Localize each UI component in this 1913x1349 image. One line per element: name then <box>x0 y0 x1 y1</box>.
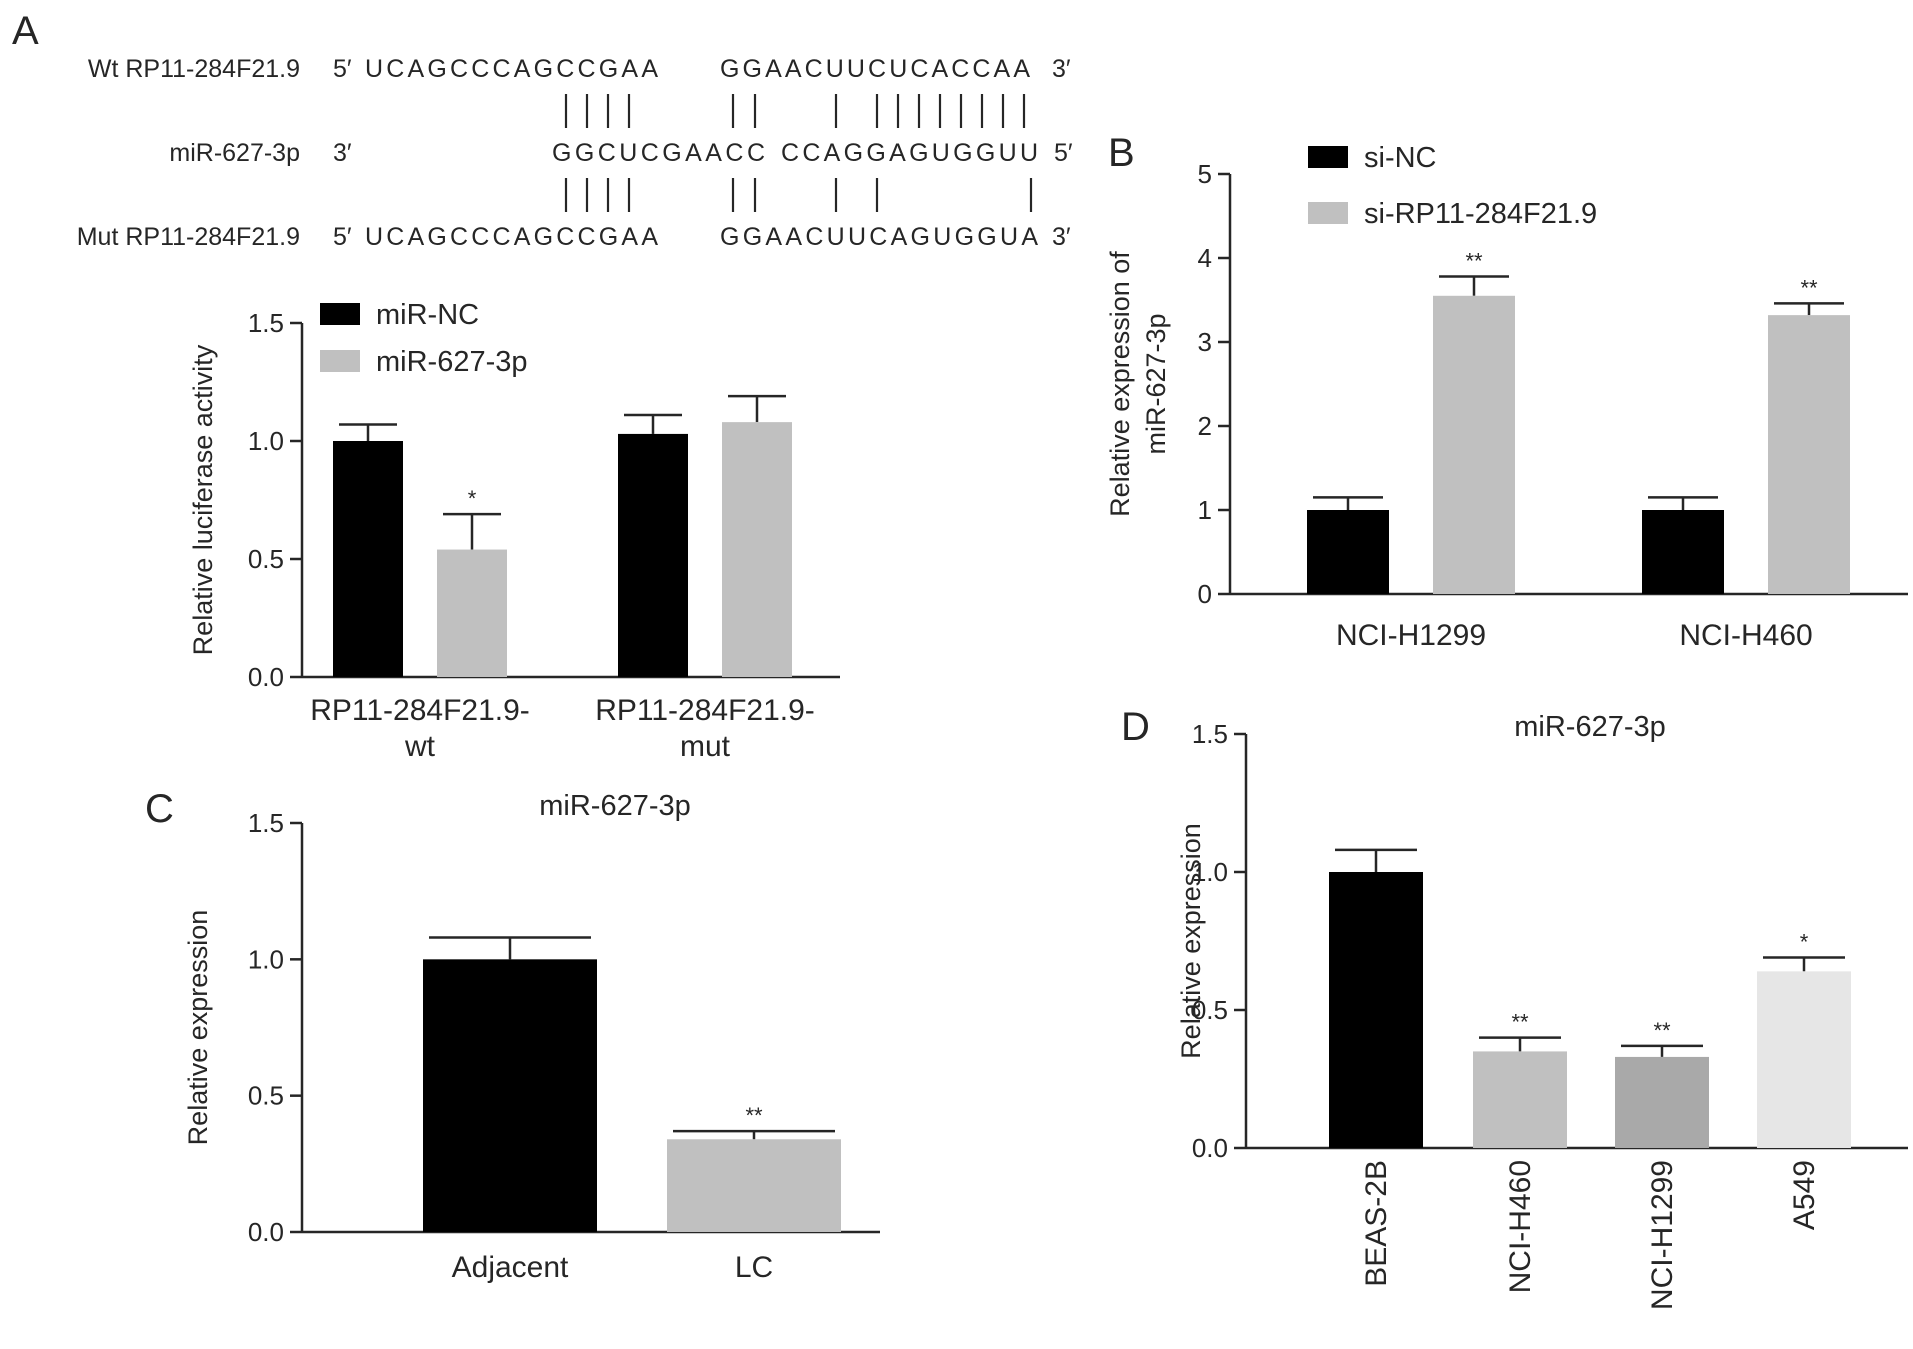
category-label: mut <box>680 730 731 763</box>
bar <box>333 441 403 677</box>
bar <box>1307 510 1389 594</box>
y-tick-label: 4 <box>1198 243 1212 273</box>
bar <box>1757 971 1851 1148</box>
legend-swatch <box>1308 146 1348 168</box>
significance-label: ** <box>1653 1018 1671 1043</box>
wt-sequence-right: GGAACUUCUCACCAA <box>720 55 1030 83</box>
mirna-sequence-end5: 3′ <box>333 139 352 167</box>
mut-sequence-name: Mut RP11-284F21.9 <box>77 223 300 251</box>
significance-label: * <box>468 486 477 511</box>
y-tick-label: 0.5 <box>248 544 284 574</box>
category-label: A549 <box>1788 1160 1821 1230</box>
wt-sequence-end5: 5′ <box>333 55 352 83</box>
y-axis-label: Relative expression of <box>1105 251 1135 517</box>
legend-label: miR-627-3p <box>376 346 528 378</box>
bar <box>437 549 507 677</box>
category-label: NCI-H1299 <box>1336 619 1486 652</box>
legend-swatch <box>320 350 360 372</box>
y-tick-label: 1.0 <box>1192 857 1228 887</box>
y-tick-label: 5 <box>1198 159 1212 189</box>
legend-label: si-RP11-284F21.9 <box>1364 198 1597 230</box>
y-tick-label: 1.0 <box>248 944 284 974</box>
base-pair-lines <box>564 94 1033 212</box>
mirna-sequence-name: miR-627-3p <box>169 139 300 167</box>
wt-sequence-name: Wt RP11-284F21.9 <box>88 55 300 83</box>
bar <box>1615 1056 1709 1148</box>
mirna-sequence-right: CCAGGAGUGGUU <box>781 139 1038 167</box>
legend-swatch <box>1308 202 1348 224</box>
bar <box>618 433 688 677</box>
y-tick-label: 0.0 <box>248 1217 284 1247</box>
category-label: NCI-H460 <box>1504 1160 1537 1293</box>
bar <box>423 959 597 1232</box>
y-tick-label: 0.5 <box>248 1081 284 1111</box>
legend-label: si-NC <box>1364 142 1437 174</box>
legend-label: miR-NC <box>376 299 479 331</box>
y-tick-label: 1.5 <box>248 308 284 338</box>
bar <box>1642 510 1724 594</box>
significance-label: ** <box>1800 275 1818 300</box>
mut-sequence-right: GGAACUUCAGUGGUA <box>720 223 1038 251</box>
bar <box>1473 1051 1567 1148</box>
mirna-sequence-left: GGCUCGAACC <box>552 139 765 167</box>
chart-panel-a: 0.0 0.5 1.0 1.5 Relative luciferase activity… <box>188 299 840 763</box>
y-tick-label: 1.5 <box>248 808 284 838</box>
category-label: LC <box>735 1251 773 1284</box>
y-tick-label: 0.0 <box>248 662 284 692</box>
mut-sequence-left: UCAGCCCAGCCGAA <box>365 223 658 251</box>
bar <box>1768 315 1850 594</box>
category-label: NCI-H460 <box>1679 619 1812 652</box>
panel-label-a: A <box>12 9 39 53</box>
category-label: wt <box>404 730 436 763</box>
chart-panel-c: 0.0 0.5 1.0 1.5 Relative expression Adjacent *… <box>183 790 880 1284</box>
category-label: BEAS-2B <box>1360 1160 1393 1287</box>
y-tick-label: 3 <box>1198 327 1212 357</box>
mirna-sequence-end3: 5′ <box>1054 139 1073 167</box>
wt-sequence-left: UCAGCCCAGCCGAA <box>365 55 658 83</box>
mut-sequence-end5: 5′ <box>333 223 352 251</box>
y-axis-label: Relative expression <box>1176 823 1206 1059</box>
mut-sequence-end3: 3′ <box>1052 223 1071 251</box>
charts: 0.0 0.5 1.0 1.5 Relative luciferase activity… <box>183 142 1908 1310</box>
y-tick-label: 1.5 <box>1192 719 1228 749</box>
panel-label-c: C <box>145 787 174 831</box>
category-label: Adjacent <box>452 1251 569 1284</box>
panel-label-d: D <box>1121 705 1150 749</box>
y-axis-label: miR-627-3p <box>1141 313 1171 454</box>
category-label: RP11-284F21.9- <box>310 694 530 727</box>
y-axis-label: Relative expression <box>183 910 213 1146</box>
y-tick-label: 0 <box>1198 579 1212 609</box>
bar <box>722 422 792 677</box>
bar <box>1433 295 1515 594</box>
chart-title: miR-627-3p <box>539 790 691 822</box>
y-tick-label: 0.5 <box>1192 995 1228 1025</box>
bar <box>1329 872 1423 1148</box>
y-tick-label: 1.0 <box>248 426 284 456</box>
sequence-alignment: Wt RP11-284F21.9 5′ UCAGCCCAGCCGAA GGAAC… <box>77 55 1073 251</box>
y-tick-label: 1 <box>1198 495 1212 525</box>
significance-label: * <box>1800 930 1809 955</box>
category-label: RP11-284F21.9- <box>595 694 815 727</box>
significance-label: ** <box>1465 248 1483 273</box>
panel-label-b: B <box>1108 131 1135 175</box>
significance-label: ** <box>1511 1010 1529 1035</box>
category-label: NCI-H1299 <box>1646 1160 1679 1310</box>
y-tick-label: 0.0 <box>1192 1133 1228 1163</box>
bar <box>667 1139 841 1232</box>
legend-swatch <box>320 303 360 325</box>
y-tick-label: 2 <box>1198 411 1212 441</box>
chart-panel-b: 0 1 2 3 4 5 Relative expression of miR-627-3p si… <box>1105 142 1908 652</box>
y-axis-label: Relative luciferase activity <box>188 344 218 655</box>
significance-label: ** <box>745 1103 763 1128</box>
wt-sequence-end3: 3′ <box>1052 55 1071 83</box>
chart-title: miR-627-3p <box>1514 711 1666 743</box>
